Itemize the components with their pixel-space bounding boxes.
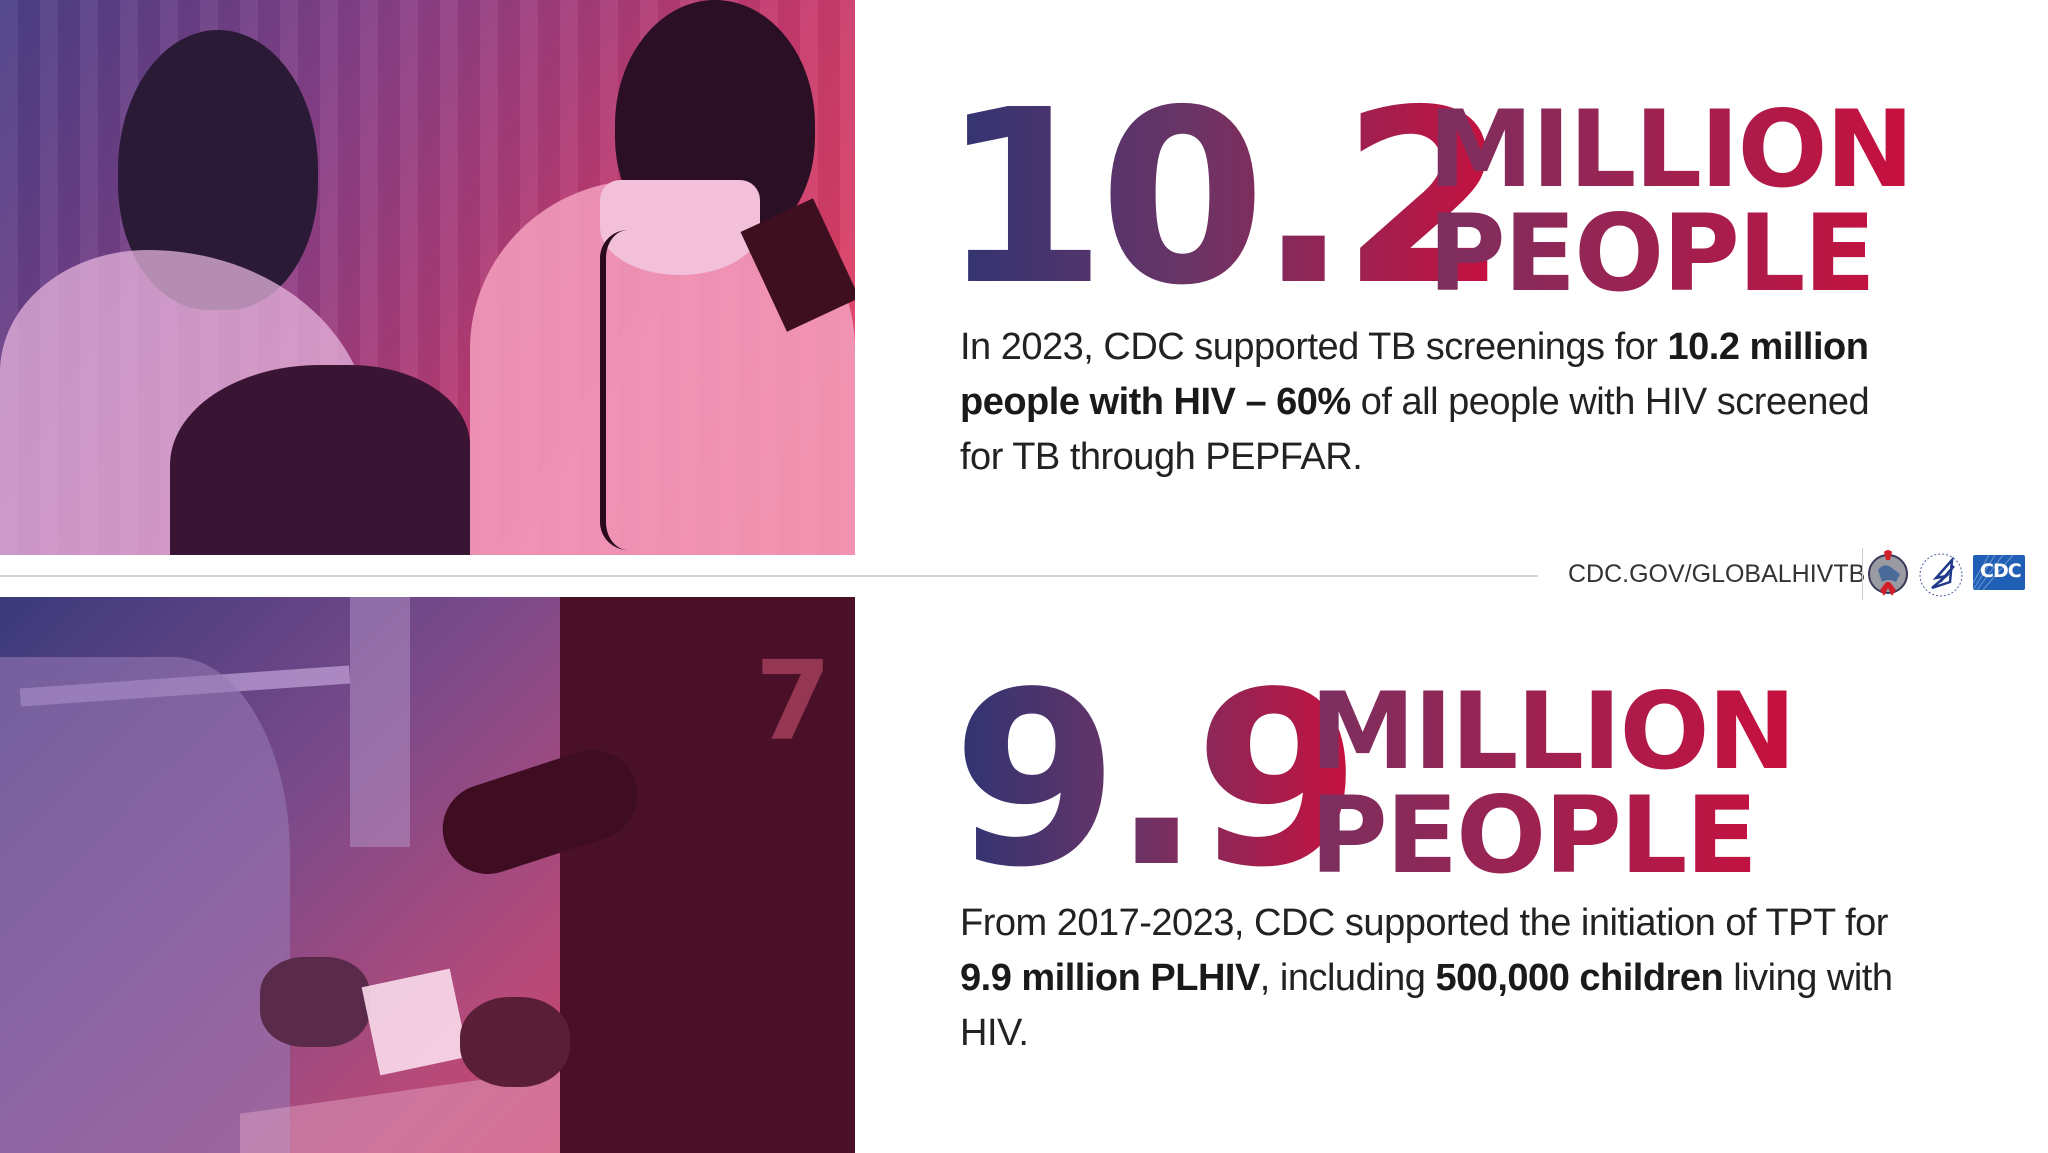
jersey-number: 7 [755,637,832,765]
cdc-logo-icon: CDC [1973,555,2025,590]
worker-hand [460,997,570,1087]
description-bottom: From 2017-2023, CDC supported the initia… [960,896,1920,1061]
medication-box [361,968,469,1076]
section-divider [0,575,1538,577]
cdc-logo-text: CDC [1980,560,2022,582]
description-top-bold1: 10.2 million people with HIV – 60% [960,326,1869,423]
photo-tpt-medication: 7 [0,597,855,1153]
description-bottom-text1: From 2017-2023, CDC supported the initia… [960,902,1888,944]
photo-tb-screening [0,0,855,555]
patient-back [170,365,470,555]
description-top: In 2023, CDC supported TB screenings for… [960,320,1920,485]
stat-unit-top: MILLION PEOPLE [1428,98,1912,306]
description-bottom-bold1: 9.9 million PLHIV [960,957,1260,999]
stethoscope [600,230,656,550]
description-bottom-bold2: 500,000 children [1435,957,1724,999]
pepfar-seal-icon [1866,548,1910,600]
stat-unit-bottom-line1: MILLION [1310,670,1795,793]
stat-unit-bottom-line2: PEOPLE [1310,773,1756,897]
description-top-text2: of all people with HIV screened for TB t… [960,381,1870,478]
stat-unit-bottom: MILLION PEOPLE [1310,680,1794,888]
patient-jacket [0,657,290,1153]
description-top-text1: In 2023, CDC supported TB screenings for [960,326,1668,368]
stat-unit-top-line1: MILLION [1428,88,1913,211]
stat-number-top: 10.2 [940,58,1508,338]
logo-separator [1862,548,1863,600]
wall-panel [350,597,410,847]
patient-hand [260,957,370,1047]
description-bottom-text2: , including [1259,957,1436,999]
stat-number-bottom: 9.9 [952,640,1361,920]
website-url[interactable]: CDC.GOV/GLOBALHIVTB [1568,560,1866,588]
hhs-eagle-icon [1918,550,1964,600]
worker-jacket [560,597,855,1153]
description-bottom-text3: living with HIV. [960,957,1893,1054]
stat-unit-top-line2: PEOPLE [1428,191,1874,315]
